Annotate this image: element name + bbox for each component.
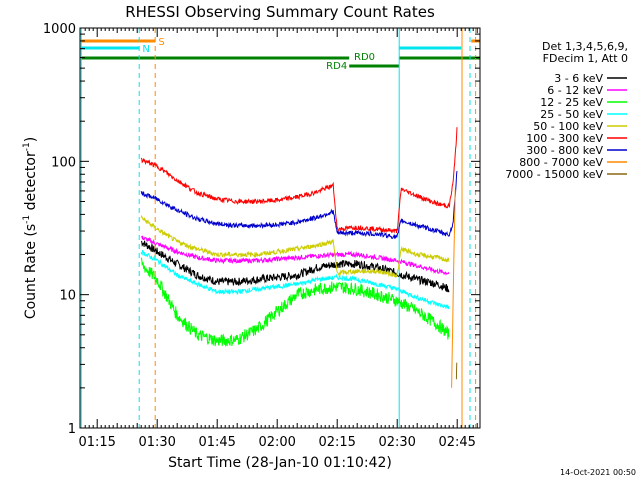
y-tick-label: 1000 (43, 22, 76, 37)
series-line-3 (140, 257, 450, 347)
night-label: N (142, 44, 149, 55)
y-axis-label: Count Rate (s-1 detector-1) (22, 137, 39, 319)
legend-label-8: 800 - 7000 keV (519, 156, 603, 169)
legend-label-3: 12 - 25 keV (540, 96, 603, 109)
y-axis-label-end: ) (23, 137, 39, 142)
x-tick-label: 01:45 (198, 435, 235, 450)
x-tick-label: 01:15 (78, 435, 115, 450)
legend-header-2: FDecim 1, Att 0 (543, 52, 628, 65)
series-line-6 (140, 127, 458, 234)
y-axis-label-exp1: -1 (22, 215, 32, 224)
y-tick-label: 1 (68, 422, 76, 437)
chart-title: RHESSI Observing Summary Count Rates (125, 3, 435, 21)
x-tick-label: 01:30 (138, 435, 175, 450)
legend-label-2: 6 - 12 keV (547, 84, 603, 97)
series-line-1 (140, 240, 450, 293)
legend-label-1: 3 - 6 keV (554, 72, 603, 85)
series-line-7 (140, 171, 458, 239)
legend-label-6: 100 - 300 keV (526, 132, 603, 145)
series-line-2 (141, 235, 450, 276)
legend-header-1: Det 1,3,4,5,6,9, (542, 40, 628, 53)
series-line-8 (451, 189, 456, 388)
legend-label-4: 25 - 50 keV (540, 108, 603, 121)
legend-label-7: 300 - 800 keV (526, 144, 603, 157)
x-tick-label: 02:00 (258, 435, 295, 450)
legend: Det 1,3,4,5,6,9, FDecim 1, Att 0 3 - 6 k… (505, 40, 628, 181)
y-axis-label-mid: detector (23, 151, 39, 215)
saa-label: S (158, 37, 164, 48)
series-line-4 (140, 249, 450, 309)
x-tick-label: 02:15 (318, 435, 355, 450)
legend-label-5: 50 - 100 keV (533, 120, 603, 133)
series-line-5 (140, 214, 450, 279)
x-axis-label: Start Time (28-Jan-10 01:10:42) (168, 455, 392, 471)
rd0-label: RD0 (354, 52, 375, 63)
y-axis-label-exp2: -1 (22, 142, 32, 151)
y-axis-label-main: Count Rate (s (23, 224, 39, 319)
footer-date: 14-Oct-2021 00:50 (560, 468, 636, 477)
x-tick-label: 02:45 (438, 435, 475, 450)
y-tick-label: 10 (59, 289, 76, 304)
x-tick-label: 02:30 (378, 435, 415, 450)
rd4-label: RD4 (326, 61, 347, 72)
plot-frame (79, 27, 481, 429)
legend-label-9: 7000 - 15000 keV (505, 168, 603, 181)
y-tick-label: 100 (51, 155, 76, 170)
